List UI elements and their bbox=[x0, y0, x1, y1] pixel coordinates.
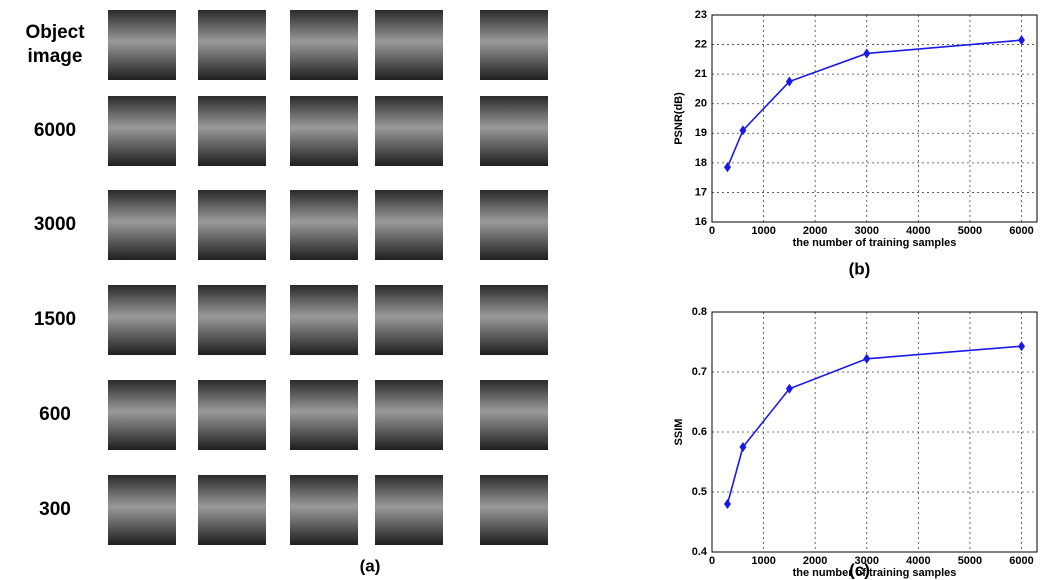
y-tick-label: 0.7 bbox=[692, 366, 707, 378]
y-tick-label: 23 bbox=[695, 9, 707, 21]
data-line bbox=[726, 345, 1022, 505]
y-tick-label: 17 bbox=[695, 186, 707, 198]
x-tick-label: 2000 bbox=[803, 225, 827, 237]
row-label: Object image bbox=[25, 22, 85, 67]
data-marker bbox=[739, 442, 747, 452]
data-marker bbox=[723, 162, 731, 173]
x-tick-label: 2000 bbox=[803, 555, 827, 567]
face-image bbox=[290, 475, 358, 545]
face-image bbox=[375, 285, 443, 355]
y-tick-label: 19 bbox=[695, 127, 707, 139]
face-image bbox=[198, 380, 266, 450]
x-tick-label: 0 bbox=[709, 225, 715, 237]
y-tick-label: 22 bbox=[695, 38, 707, 50]
y-tick-label: 0.5 bbox=[692, 486, 707, 498]
y-tick-label: 0.6 bbox=[692, 426, 707, 438]
x-tick-label: 1000 bbox=[751, 225, 775, 237]
face-image bbox=[480, 285, 548, 355]
x-tick-label: 3000 bbox=[855, 555, 879, 567]
data-marker bbox=[785, 383, 793, 394]
data-marker bbox=[1018, 341, 1026, 352]
x-tick-label: 6000 bbox=[1009, 555, 1033, 567]
face-image bbox=[480, 190, 548, 260]
face-image bbox=[375, 380, 443, 450]
x-axis-label: the number of training samples bbox=[793, 567, 957, 579]
x-tick-label: 1000 bbox=[751, 555, 775, 567]
face-image bbox=[375, 10, 443, 80]
x-axis-label: the number of training samples bbox=[793, 237, 957, 249]
data-marker bbox=[863, 48, 871, 59]
face-image bbox=[290, 96, 358, 166]
face-image bbox=[108, 96, 176, 166]
face-image bbox=[108, 475, 176, 545]
face-image bbox=[290, 380, 358, 450]
panel-caption: (a) bbox=[360, 556, 381, 575]
data-marker bbox=[723, 499, 731, 509]
y-tick-label: 18 bbox=[695, 157, 707, 169]
y-axis-label: SSIM bbox=[673, 419, 685, 446]
row-label: 3000 bbox=[33, 214, 77, 235]
face-image bbox=[108, 10, 176, 80]
row-label: 300 bbox=[39, 499, 71, 520]
y-tick-label: 0.8 bbox=[692, 306, 707, 318]
face-image bbox=[198, 10, 266, 80]
face-image bbox=[198, 285, 266, 355]
face-image bbox=[375, 190, 443, 260]
face-image bbox=[108, 380, 176, 450]
y-tick-label: 21 bbox=[695, 68, 707, 80]
x-tick-label: 4000 bbox=[906, 555, 930, 567]
y-tick-label: 0.4 bbox=[692, 546, 708, 558]
panel-caption: (b) bbox=[849, 259, 871, 278]
plot-frame bbox=[711, 311, 1038, 553]
y-tick-label: 20 bbox=[695, 98, 707, 110]
face-image bbox=[198, 190, 266, 260]
x-tick-label: 3000 bbox=[855, 225, 879, 237]
face-image bbox=[375, 475, 443, 545]
row-label: 6000 bbox=[33, 120, 77, 141]
data-marker bbox=[863, 353, 871, 364]
face-image bbox=[108, 190, 176, 260]
y-axis-label: PSNR(dB) bbox=[673, 92, 685, 145]
y-tick-label: 16 bbox=[695, 216, 707, 228]
x-tick-label: 5000 bbox=[958, 555, 982, 567]
data-marker bbox=[785, 76, 793, 87]
plot-frame bbox=[711, 14, 1038, 223]
face-image bbox=[198, 96, 266, 166]
data-marker bbox=[739, 125, 747, 136]
face-image bbox=[290, 10, 358, 80]
row-label: 600 bbox=[39, 404, 71, 425]
data-marker bbox=[1018, 35, 1026, 46]
face-image bbox=[480, 96, 548, 166]
x-tick-label: 0 bbox=[709, 555, 715, 567]
face-image bbox=[198, 475, 266, 545]
x-tick-label: 4000 bbox=[906, 225, 930, 237]
face-image bbox=[375, 96, 443, 166]
x-tick-label: 5000 bbox=[958, 225, 982, 237]
face-image bbox=[480, 10, 548, 80]
face-image bbox=[290, 285, 358, 355]
face-image bbox=[108, 285, 176, 355]
x-tick-label: 6000 bbox=[1009, 225, 1033, 237]
face-image bbox=[480, 380, 548, 450]
panel-caption: (c) bbox=[849, 560, 870, 579]
row-label: 1500 bbox=[33, 309, 77, 330]
face-image bbox=[480, 475, 548, 545]
face-image bbox=[290, 190, 358, 260]
